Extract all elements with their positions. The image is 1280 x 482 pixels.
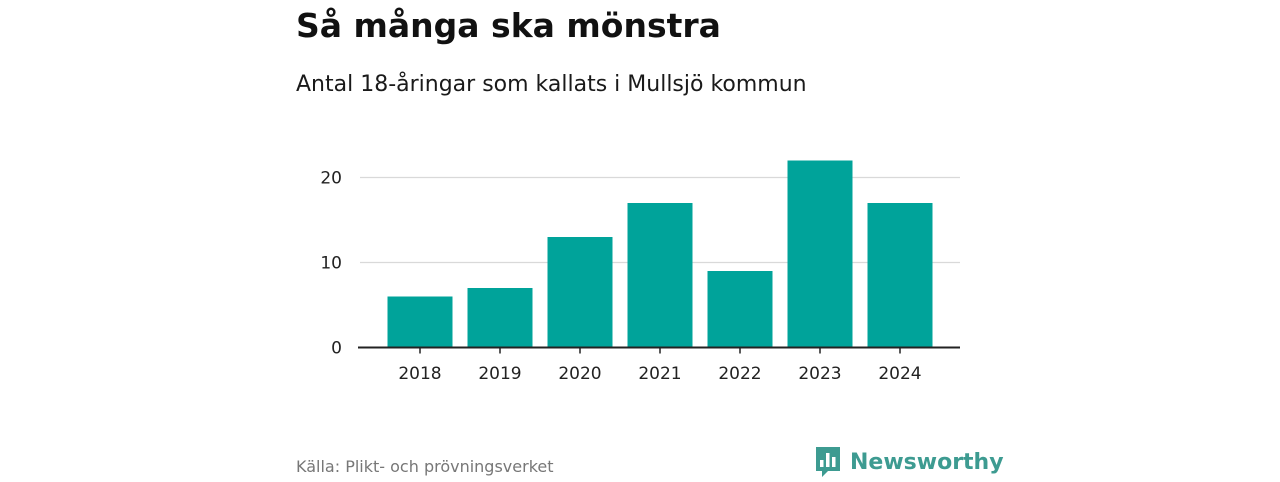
- x-tick-label: 2022: [718, 364, 761, 384]
- x-tick-label: 2023: [798, 364, 841, 384]
- x-tick-label: 2018: [398, 364, 441, 384]
- y-tick-label: 10: [320, 254, 342, 274]
- newsworthy-brand: Newsworthy: [814, 446, 1004, 478]
- x-tick-label: 2019: [478, 364, 521, 384]
- newsworthy-logo-icon: [814, 446, 842, 478]
- bar-2022: [707, 271, 773, 348]
- bar-2023: [787, 160, 853, 348]
- bar-2019: [467, 288, 533, 348]
- x-tick-label: 2021: [638, 364, 681, 384]
- bars: [387, 160, 933, 348]
- chart-subtitle: Antal 18-åringar som kallats i Mullsjö k…: [296, 72, 807, 97]
- tick-labels: 0 10 20 2018 2019 2020 2021 2022 2023 2024: [320, 169, 921, 385]
- x-tick-label: 2024: [878, 364, 921, 384]
- bar-2020: [547, 237, 613, 348]
- y-tick-label: 20: [320, 169, 342, 189]
- axes: [358, 346, 960, 354]
- x-tick-label: 2020: [558, 364, 601, 384]
- source-note: Källa: Plikt- och prövningsverket: [296, 457, 554, 476]
- brand-name: Newsworthy: [850, 449, 1004, 475]
- y-tick-label: 0: [331, 339, 342, 359]
- bar-2018: [387, 296, 453, 348]
- bar-2021: [627, 203, 693, 348]
- bar-chart: 0 10 20 2018 2019 2020 2021 2022 2023 2024: [320, 160, 960, 385]
- chart-title: Så många ska mönstra: [296, 6, 721, 45]
- bar-2024: [867, 203, 933, 348]
